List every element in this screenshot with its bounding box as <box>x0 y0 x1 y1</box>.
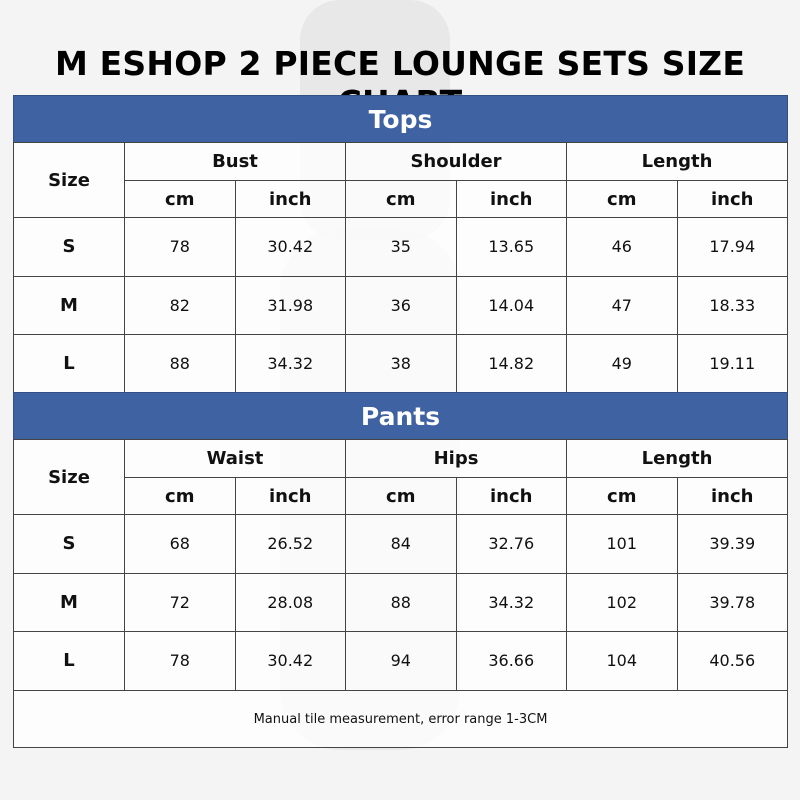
size-cell: M <box>13 572 125 632</box>
value-cell: 39.78 <box>676 572 788 632</box>
unit-header: inch <box>234 477 346 515</box>
value-cell: 84 <box>345 514 457 574</box>
unit-header: cm <box>345 180 457 218</box>
value-cell: 39.39 <box>676 514 788 574</box>
value-cell: 94 <box>345 631 457 691</box>
size-header: Size <box>13 439 125 515</box>
value-cell: 72 <box>124 572 236 632</box>
value-cell: 49 <box>566 334 678 394</box>
value-cell: 13.65 <box>455 217 567 277</box>
size-cell: L <box>13 334 125 394</box>
value-cell: 46 <box>566 217 678 277</box>
value-cell: 102 <box>566 572 678 632</box>
value-cell: 78 <box>124 631 236 691</box>
size-cell: S <box>13 217 125 277</box>
value-cell: 35 <box>345 217 457 277</box>
value-cell: 40.56 <box>676 631 788 691</box>
group-header: Bust <box>124 142 346 181</box>
unit-header: inch <box>455 477 567 515</box>
section-title: Tops <box>13 95 788 143</box>
size-header: Size <box>13 142 125 218</box>
value-cell: 30.42 <box>234 217 346 277</box>
size-cell: L <box>13 631 125 691</box>
unit-header: cm <box>566 477 678 515</box>
size-cell: M <box>13 275 125 335</box>
value-cell: 18.33 <box>676 275 788 335</box>
value-cell: 47 <box>566 275 678 335</box>
value-cell: 36 <box>345 275 457 335</box>
value-cell: 14.82 <box>455 334 567 394</box>
unit-header: inch <box>676 180 788 218</box>
unit-header: inch <box>234 180 346 218</box>
value-cell: 68 <box>124 514 236 574</box>
value-cell: 26.52 <box>234 514 346 574</box>
group-header: Length <box>566 439 788 478</box>
unit-header: inch <box>676 477 788 515</box>
group-header: Length <box>566 142 788 181</box>
value-cell: 101 <box>566 514 678 574</box>
group-header: Hips <box>345 439 567 478</box>
value-cell: 36.66 <box>455 631 567 691</box>
value-cell: 14.04 <box>455 275 567 335</box>
value-cell: 30.42 <box>234 631 346 691</box>
size-cell: S <box>13 514 125 574</box>
value-cell: 78 <box>124 217 236 277</box>
group-header: Shoulder <box>345 142 567 181</box>
value-cell: 31.98 <box>234 275 346 335</box>
value-cell: 28.08 <box>234 572 346 632</box>
value-cell: 82 <box>124 275 236 335</box>
unit-header: cm <box>566 180 678 218</box>
unit-header: inch <box>455 180 567 218</box>
value-cell: 38 <box>345 334 457 394</box>
value-cell: 88 <box>345 572 457 632</box>
group-header: Waist <box>124 439 346 478</box>
unit-header: cm <box>124 180 236 218</box>
note: Manual tile measurement, error range 1-3… <box>13 690 788 748</box>
value-cell: 32.76 <box>455 514 567 574</box>
value-cell: 19.11 <box>676 334 788 394</box>
value-cell: 88 <box>124 334 236 394</box>
value-cell: 17.94 <box>676 217 788 277</box>
value-cell: 34.32 <box>455 572 567 632</box>
unit-header: cm <box>345 477 457 515</box>
unit-header: cm <box>124 477 236 515</box>
section-title: Pants <box>13 392 788 440</box>
value-cell: 104 <box>566 631 678 691</box>
value-cell: 34.32 <box>234 334 346 394</box>
